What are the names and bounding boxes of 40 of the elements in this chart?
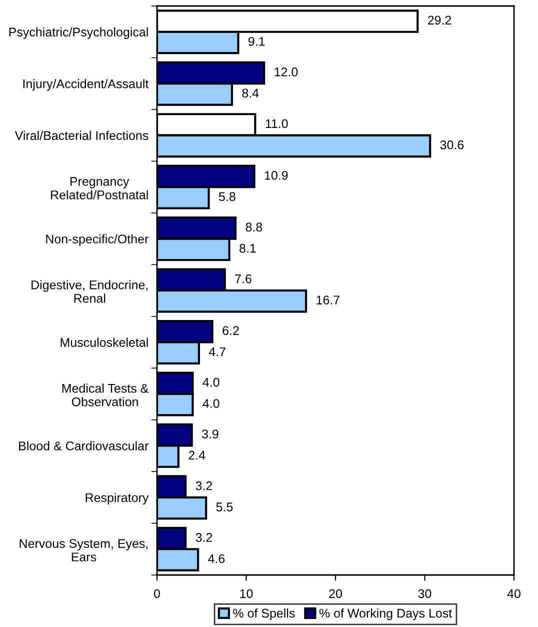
y-tick-label: Respiratory xyxy=(86,492,149,505)
data-label: 2.4 xyxy=(188,450,206,460)
data-label: 4.7 xyxy=(208,347,226,356)
data-label: 29.2 xyxy=(428,16,452,25)
data-label: 5.5 xyxy=(216,502,233,512)
x-tick-label: 20 xyxy=(329,589,342,598)
data-label: 10.9 xyxy=(264,170,288,180)
y-tick-label: Non-specific/Other xyxy=(46,234,148,246)
x-tick-label: 0 xyxy=(154,589,160,598)
x-tick-label: 30 xyxy=(418,589,432,598)
data-label: 6.2 xyxy=(222,326,239,335)
y-tick-label: Digestive, Endocrine, Renal xyxy=(32,280,148,303)
y-tick-label: Musculoskeletal xyxy=(60,338,148,347)
x-tick-label: 10 xyxy=(240,589,253,598)
data-label: 4.0 xyxy=(202,378,220,387)
data-label: 3.2 xyxy=(196,533,212,542)
data-label: 16.7 xyxy=(316,296,340,304)
legend-label: % of Working Days Lost xyxy=(319,608,452,620)
data-label: 3.2 xyxy=(196,481,212,490)
data-label: 9.1 xyxy=(248,36,265,46)
data-label: 12.0 xyxy=(274,67,298,76)
y-tick-label: Blood & Cardiovascular xyxy=(19,441,148,450)
y-tick-label: Pregnancy Related/Postnatal xyxy=(51,177,148,200)
data-label: 5.8 xyxy=(218,192,236,202)
legend-label: % of Spells xyxy=(233,608,295,620)
y-tick-label: Injury/Accident/Assault xyxy=(23,79,149,91)
data-label: 11.0 xyxy=(266,119,288,128)
data-label: 8.1 xyxy=(240,244,256,253)
y-tick-label: Medical Tests & Observation xyxy=(62,384,148,406)
data-label: 3.9 xyxy=(202,430,218,438)
data-label: 4.6 xyxy=(208,554,225,564)
y-tick-label: Viral/Bacterial Infections xyxy=(14,130,148,140)
data-label: 8.4 xyxy=(242,88,259,98)
x-tick-label: 40 xyxy=(507,589,520,598)
data-label: 8.8 xyxy=(246,222,262,232)
data-label: 30.6 xyxy=(440,140,464,150)
y-tick-label: Psychiatric/Psychological xyxy=(9,27,148,39)
data-label: 7.6 xyxy=(235,274,252,284)
data-label: 4.0 xyxy=(202,399,220,408)
y-tick-label: Nervous System, Eyes, Ears xyxy=(20,539,148,562)
